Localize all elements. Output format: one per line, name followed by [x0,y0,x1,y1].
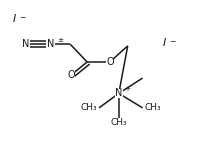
Text: N: N [47,39,54,49]
Text: O: O [106,57,114,67]
Text: CH₃: CH₃ [110,118,127,127]
Text: −: − [19,13,25,22]
Text: +: + [124,86,130,92]
Text: ±: ± [57,37,63,43]
Text: I: I [12,14,15,24]
Bar [46,39,55,49]
Bar [22,39,30,49]
Text: CH₃: CH₃ [145,103,161,112]
Bar [107,57,113,66]
Bar [115,89,123,98]
Text: N: N [22,39,30,49]
Text: I: I [163,38,166,48]
Text: O: O [68,70,75,80]
Bar [68,71,75,79]
Text: N: N [115,88,123,98]
Text: CH₃: CH₃ [80,103,97,112]
Text: −: − [169,37,176,46]
